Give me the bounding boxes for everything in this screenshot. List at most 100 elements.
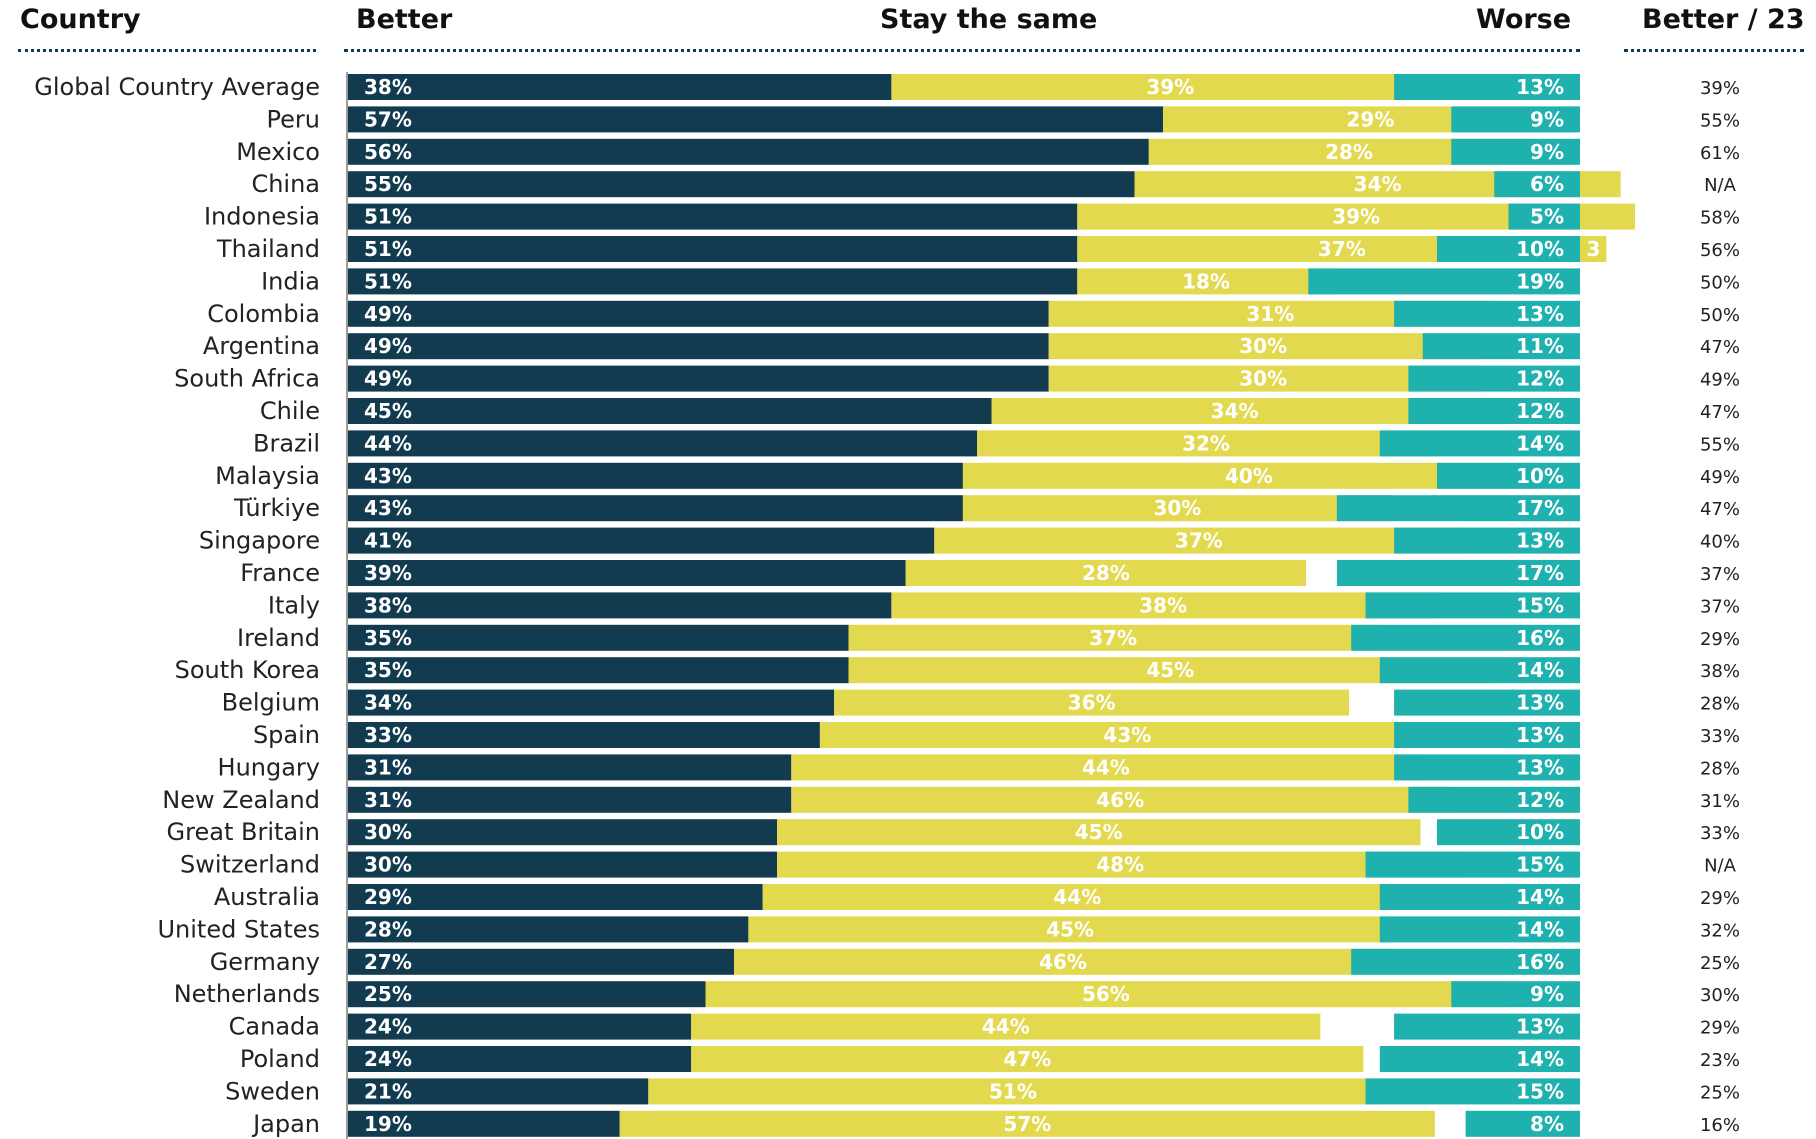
label-same-switzerland: 48%	[1096, 853, 1144, 877]
label-worse-great-britain: 10%	[1516, 820, 1564, 844]
country-label-netherlands: Netherlands	[174, 980, 320, 1008]
better23-value-indonesia: 58%	[1700, 208, 1740, 229]
bar-worse-new-zealand	[1408, 786, 1580, 813]
country-label-thailand: Thailand	[216, 235, 320, 263]
country-label-hungary: Hungary	[218, 753, 320, 781]
label-worse-spain: 13%	[1516, 723, 1564, 747]
label-better-great-britain: 30%	[364, 820, 412, 844]
header-better-23: Better / 23	[1642, 4, 1805, 35]
label-better-germany: 27%	[364, 950, 412, 974]
label-better-united-states: 28%	[364, 917, 412, 941]
bar-worse-sweden	[1365, 1078, 1580, 1105]
label-worse-sweden: 15%	[1516, 1079, 1564, 1103]
bar-better-sweden	[348, 1078, 649, 1105]
label-same-united-states: 45%	[1046, 917, 1094, 941]
label-better-argentina: 49%	[364, 334, 412, 358]
bar-better-india	[348, 268, 1078, 295]
better23-value-colombia: 50%	[1700, 305, 1740, 326]
better23-value-france: 37%	[1700, 564, 1740, 585]
label-same-great-britain: 45%	[1075, 820, 1123, 844]
bar-same-netherlands	[705, 981, 1507, 1008]
label-better-south-korea: 35%	[364, 658, 412, 682]
bar-better-brazil	[348, 430, 978, 457]
label-better-china: 55%	[364, 172, 412, 196]
bar-worse-brazil	[1379, 430, 1580, 457]
label-better-brazil: 44%	[364, 431, 412, 455]
bar-same-turkiye	[962, 495, 1392, 522]
country-label-new-zealand: New Zealand	[162, 786, 320, 814]
better23-value-switzerland: N/A	[1704, 856, 1737, 877]
label-better-indonesia: 51%	[364, 205, 412, 229]
bar-same-hungary	[791, 754, 1421, 781]
country-label-brazil: Brazil	[253, 429, 320, 457]
label-same-netherlands: 56%	[1082, 982, 1130, 1006]
bar-better-switzerland	[348, 851, 777, 878]
better23-value-chile: 47%	[1700, 402, 1740, 423]
better23-value-poland: 23%	[1700, 1050, 1740, 1071]
bar-worse-canada	[1394, 1013, 1580, 1040]
bar-better-japan	[348, 1110, 620, 1137]
label-better-new-zealand: 31%	[364, 788, 412, 812]
bar-same-sweden	[648, 1078, 1378, 1105]
header-stay-the-same: Stay the same	[880, 4, 1098, 35]
country-label-ireland: Ireland	[237, 624, 320, 652]
country-label-chile: Chile	[260, 397, 320, 425]
country-label-united-states: United States	[157, 915, 320, 943]
country-label-switzerland: Switzerland	[180, 851, 320, 879]
label-worse-chile: 12%	[1516, 399, 1564, 423]
bar-same-canada	[691, 1013, 1321, 1040]
better23-value-global-country-average: 39%	[1700, 78, 1740, 99]
country-label-china: China	[251, 170, 320, 198]
label-same-poland: 47%	[1003, 1047, 1051, 1071]
bar-better-colombia	[348, 300, 1049, 327]
label-worse-germany: 16%	[1516, 950, 1564, 974]
bar-better-ireland	[348, 624, 849, 651]
label-better-malaysia: 43%	[364, 464, 412, 488]
better23-value-ireland: 29%	[1700, 629, 1740, 650]
bar-same-france	[905, 560, 1307, 586]
bar-worse-spain	[1394, 722, 1580, 748]
country-label-great-britain: Great Britain	[167, 818, 320, 846]
label-worse-hungary: 13%	[1516, 755, 1564, 779]
bar-worse-malaysia	[1437, 462, 1580, 489]
bar-worse-india	[1308, 268, 1580, 295]
label-same-colombia: 31%	[1246, 302, 1294, 326]
bar-same-brazil	[977, 430, 1435, 457]
country-label-germany: Germany	[210, 948, 320, 976]
better23-value-germany: 25%	[1700, 953, 1740, 974]
label-better-ireland: 35%	[364, 626, 412, 650]
bar-same-great-britain	[777, 819, 1421, 846]
country-label-singapore: Singapore	[199, 527, 320, 555]
bar-better-new-zealand	[348, 786, 792, 813]
label-same-china: 34%	[1354, 172, 1402, 196]
bar-better-netherlands	[348, 981, 706, 1008]
label-better-italy: 38%	[364, 593, 412, 617]
header-country: Country	[20, 4, 141, 35]
label-better-south-africa: 49%	[364, 367, 412, 391]
divider-better-23	[1624, 49, 1804, 52]
bar-better-turkiye	[348, 495, 963, 522]
label-same-malaysia: 40%	[1225, 464, 1273, 488]
bar-worse-colombia	[1394, 300, 1580, 327]
bar-same-poland	[691, 1046, 1364, 1072]
label-same-indonesia: 39%	[1332, 205, 1380, 229]
country-label-france: France	[240, 559, 320, 587]
divider-country	[18, 49, 316, 52]
bar-worse-south-korea	[1379, 657, 1580, 684]
label-worse-belgium: 13%	[1516, 691, 1564, 715]
label-same-south-korea: 45%	[1146, 658, 1194, 682]
better23-value-thailand: 56%	[1700, 240, 1740, 261]
bar-better-australia	[348, 884, 763, 910]
label-better-belgium: 34%	[364, 691, 412, 715]
bar-worse-peru	[1451, 106, 1580, 133]
bar-same-ireland	[848, 624, 1378, 651]
bar-better-singapore	[348, 527, 935, 554]
label-same-global-country-average: 39%	[1146, 75, 1194, 99]
country-label-poland: Poland	[240, 1045, 320, 1073]
bar-better-canada	[348, 1013, 692, 1040]
label-better-singapore: 41%	[364, 529, 412, 553]
label-same-mexico: 28%	[1325, 140, 1373, 164]
bar-worse-turkiye	[1336, 495, 1580, 522]
bar-better-mexico	[348, 138, 1149, 165]
label-same-australia: 44%	[1053, 885, 1101, 909]
